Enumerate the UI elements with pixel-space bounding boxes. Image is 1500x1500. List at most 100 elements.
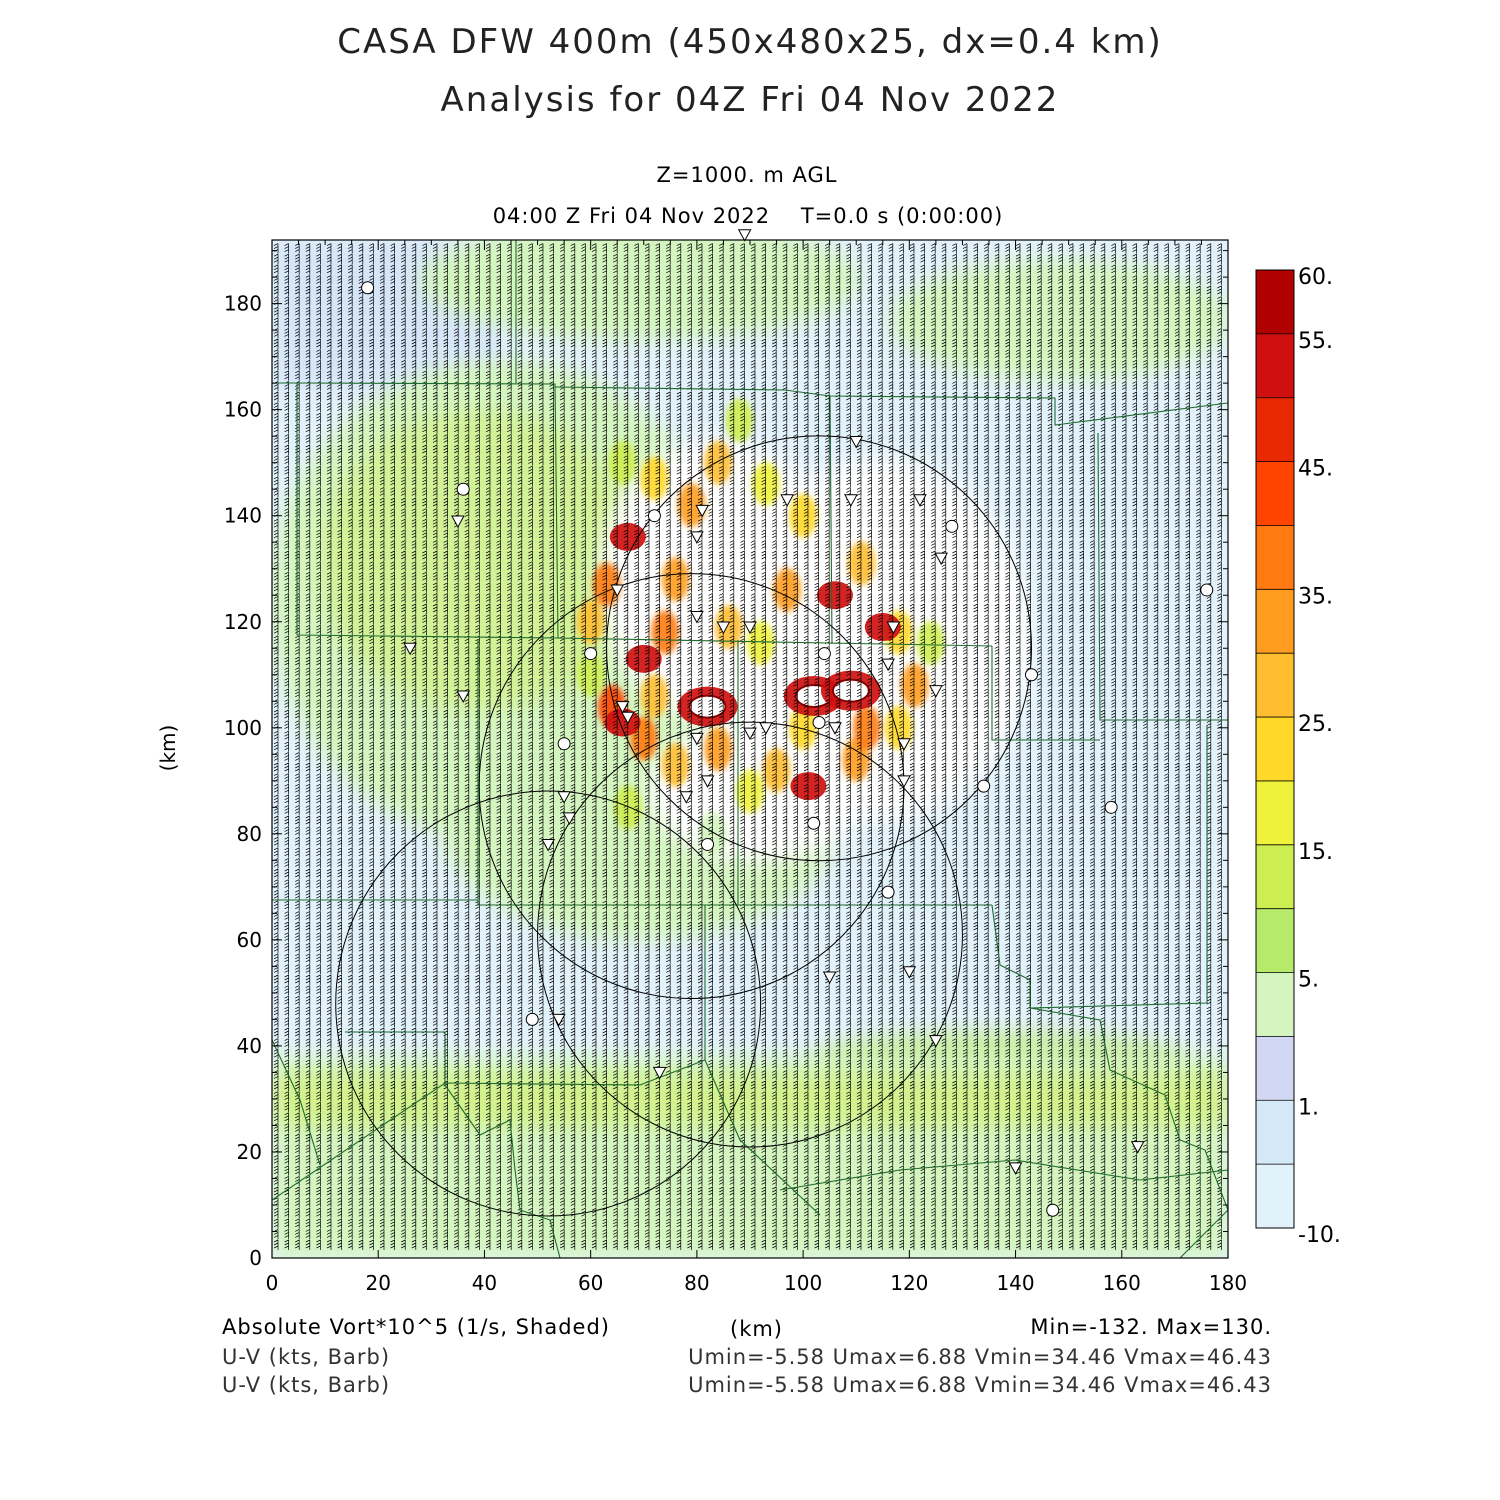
wind-barb [634,1207,639,1219]
wind-barb [803,921,809,932]
wind-barb [803,762,809,773]
wind-barb [793,932,798,943]
wind-barb [984,858,989,869]
wind-barb [507,1017,512,1028]
wind-barb [931,794,936,805]
wind-barb [994,1239,1000,1250]
wind-barb [729,1144,735,1155]
wind-barb [443,1006,448,1017]
wind-barb [856,1027,862,1038]
wind-barb [507,1218,512,1229]
wind-barb [697,709,703,720]
wind-barb [1111,762,1116,773]
wind-barb [1079,953,1084,964]
wind-barb [793,964,798,975]
wind-barb [803,953,809,964]
wind-barb [369,720,374,731]
wind-barb [1047,1229,1053,1240]
wind-barb [1090,1197,1095,1208]
wind-barb [443,1123,448,1134]
wind-barb [528,1059,533,1070]
wind-barb [750,1133,756,1144]
wind-barb [1217,1154,1222,1166]
wind-barb [337,1123,342,1134]
wind-barb [867,1144,872,1155]
wind-barb [909,868,915,879]
wind-barb [432,1017,438,1028]
wind-barb [284,836,289,848]
wind-barb [1058,720,1063,731]
wind-barb [1058,1101,1063,1113]
wind-barb [432,1091,438,1102]
wind-barb [1196,699,1201,710]
wind-barb [507,1059,512,1070]
wind-barb [750,921,756,932]
wind-barb [655,1038,660,1049]
wind-barb [920,720,925,731]
wind-barb [1058,1038,1063,1049]
wind-barb [560,773,565,784]
wind-barb [485,1229,491,1240]
wind-barb [326,995,332,1007]
wind-barb [316,879,321,890]
wind-barb [464,964,470,975]
wind-barb [1090,836,1095,848]
wind-barb [507,826,512,837]
wind-barb [1100,858,1106,869]
wind-barb [856,847,862,858]
wind-barb [1111,879,1116,890]
wind-barb [1132,1229,1137,1240]
wind-barb [538,1154,544,1166]
wind-barb [835,1197,841,1208]
wind-barb [1206,1027,1212,1038]
wind-barb [369,889,374,901]
wind-barb [432,1197,438,1208]
wind-barb [814,1070,819,1081]
wind-barb [793,1123,798,1134]
wind-barb [634,1070,639,1081]
wind-barb [305,1144,311,1155]
wind-barb [517,1006,523,1017]
wind-barb [750,1006,756,1017]
wind-barb [1185,1239,1190,1250]
wind-barb [1068,1006,1074,1017]
wind-barb [1068,1070,1074,1081]
wind-barb [1132,868,1137,879]
title-line-2: Analysis for 04Z Fri 04 Nov 2022 [440,80,1060,120]
wind-barb [793,1186,798,1197]
wind-barb [1058,1112,1063,1123]
wind-barb [1121,699,1127,710]
wind-barb [1196,805,1201,816]
wind-barb [273,964,279,975]
wind-barb [517,1112,523,1123]
wind-barb [1058,1229,1063,1240]
wind-barb [1026,953,1031,964]
wind-barb [1196,815,1201,826]
wind-barb [644,783,650,795]
wind-barb [390,720,395,731]
wind-barb [920,911,925,922]
wind-barb [1174,1059,1180,1070]
wind-barb [814,847,819,858]
wind-barb [761,889,766,901]
wind-barb [878,858,883,869]
wind-barb [411,1080,417,1091]
wind-barb [814,879,819,890]
wind-barb [708,699,713,710]
wind-barb [803,1218,809,1229]
wind-barb [570,1006,576,1017]
wind-barb [761,1123,766,1134]
wind-barb [676,1123,682,1134]
wind-barb [1206,847,1212,858]
wind-barb [1111,752,1116,763]
wind-barb [273,1006,279,1017]
wind-barb [1026,709,1031,720]
wind-barb [931,1207,936,1219]
wind-barb [379,826,385,837]
wind-barb [613,1038,618,1049]
wind-barb [305,1091,311,1102]
wind-barb [772,783,777,795]
wind-barb [454,805,459,816]
wind-barb [305,826,311,837]
wind-barb [782,1006,788,1017]
